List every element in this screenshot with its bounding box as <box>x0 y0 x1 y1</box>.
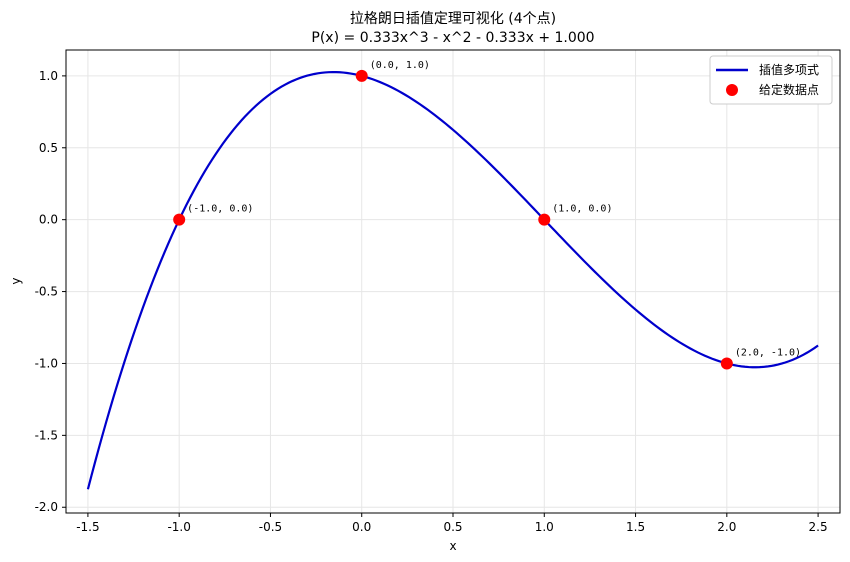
chart-title: 拉格朗日插值定理可视化 (4个点) <box>350 11 556 27</box>
interpolation-curve <box>86 70 819 490</box>
y-tick-label: 0.5 <box>39 141 58 155</box>
data-point <box>538 213 551 226</box>
point-annotation: (2.0, -1.0) <box>735 347 801 358</box>
x-axis-label: x <box>449 539 456 553</box>
legend-label-points: 给定数据点 <box>759 82 819 97</box>
y-tick-label: -2.0 <box>35 500 58 514</box>
x-tick-label: -1.5 <box>76 520 99 534</box>
y-tick-label: 0.0 <box>39 213 58 227</box>
y-tick-label: -1.0 <box>35 356 58 370</box>
y-axis-label: y <box>9 277 23 284</box>
point-annotation: (1.0, 0.0) <box>552 204 612 215</box>
x-tick-label: 2.5 <box>809 520 828 534</box>
legend-marker-swatch <box>726 84 738 96</box>
annotations: (-1.0, 0.0) (0.0, 1.0) (1.0, 0.0) (2.0, -1.… <box>187 60 801 359</box>
data-point <box>355 69 368 82</box>
x-tick-label: 1.5 <box>626 520 645 534</box>
x-tick-label: 0.0 <box>352 520 371 534</box>
points-layer <box>173 69 733 370</box>
y-tick-label: 1.0 <box>39 69 58 83</box>
legend-box <box>709 55 833 105</box>
x-tick-label: -1.0 <box>167 520 190 534</box>
legend-label-polynomial: 插值多项式 <box>759 62 819 77</box>
point-annotation: (0.0, 1.0) <box>370 60 430 71</box>
x-tick-label: -0.5 <box>259 520 282 534</box>
data-point <box>173 213 186 226</box>
x-tick-label: 2.0 <box>717 520 736 534</box>
x-ticks: -1.5 -1.0 -0.5 0.0 0.5 1.0 1.5 2.0 2.5 <box>76 513 828 534</box>
point-annotation: (-1.0, 0.0) <box>187 204 253 215</box>
chart-subtitle: P(x) = 0.333x^3 - x^2 - 0.333x + 1.000 <box>311 30 594 46</box>
y-tick-label: -1.5 <box>35 428 58 442</box>
x-tick-label: 0.5 <box>443 520 462 534</box>
x-tick-label: 1.0 <box>535 520 554 534</box>
y-tick-label: -0.5 <box>35 285 58 299</box>
y-ticks: -2.0 -1.5 -1.0 -0.5 0.0 0.5 1.0 <box>35 69 66 514</box>
legend: 插值多项式 给定数据点 <box>709 55 833 105</box>
curve-layer <box>86 70 819 490</box>
data-point <box>720 357 733 370</box>
grid <box>66 50 840 513</box>
